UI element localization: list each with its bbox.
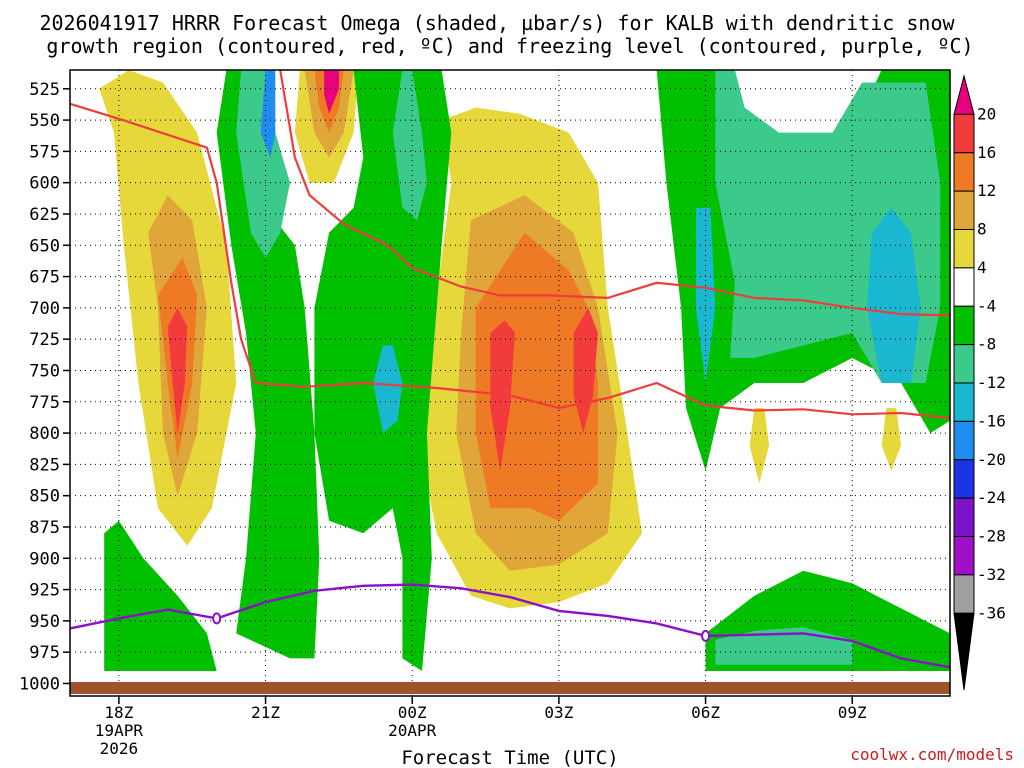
y-tick-label-550: 550: [29, 111, 60, 131]
omega-region-13: [236, 70, 290, 258]
colorbar-label--36: -36: [977, 603, 1006, 622]
x-tick-date-18Z: 19APR: [95, 721, 144, 740]
y-tick-label-775: 775: [29, 393, 60, 413]
y-tick-label-1000: 1000: [19, 674, 60, 694]
omega-region-3: [881, 408, 902, 471]
y-tick-label-875: 875: [29, 518, 60, 538]
colorbar-swatch-2: [953, 152, 975, 192]
colorbar-label-4: 4: [977, 258, 987, 277]
colorbar-swatch-5: [953, 267, 975, 307]
colorbar-label--24: -24: [977, 488, 1006, 507]
x-tick-date-00Z: 20APR: [388, 721, 437, 740]
x-tick-label-03Z: 03Z: [544, 703, 573, 722]
colorbar-label-12: 12: [977, 181, 996, 200]
omega-region-14: [392, 70, 427, 221]
colorbar-swatch-8: [953, 382, 975, 422]
dendritic-contour-lower-boundary: [69, 102, 951, 420]
x-tick-label-06Z: 06Z: [691, 703, 720, 722]
colorbar-label-16: 16: [977, 143, 996, 162]
x-tick-label-21Z: 21Z: [251, 703, 280, 722]
plot-area: [69, 69, 951, 697]
ground-surface: [70, 682, 950, 694]
y-tick-label-525: 525: [29, 80, 60, 100]
omega-region-19: [475, 232, 598, 521]
colorbar-swatch-6: [953, 305, 975, 346]
y-tick-label-900: 900: [29, 549, 60, 569]
y-axis-ticks: 525 550 575 600 625 650 675 700 725 750 775 800 825 8…: [19, 80, 70, 694]
colorbar-swatch-1: [953, 113, 975, 154]
y-tick-label-600: 600: [29, 174, 60, 194]
contour-lines: [69, 69, 951, 669]
colorbar-swatch-12: [953, 536, 975, 576]
chart-title-line1: 2026041917 HRRR Forecast Omega (shaded, …: [39, 11, 955, 35]
freezing-label-marker-2: [701, 629, 711, 642]
omega-region-26: [260, 70, 276, 158]
omega-shading: [99, 70, 950, 671]
colorbar: 20 16 12 8 4 -4 -8 -12 -16 -20 -24 -28 -32 -36: [953, 74, 1006, 691]
colorbar-label--28: -28: [977, 527, 1006, 546]
omega-region-27: [324, 70, 339, 114]
omega-region-23: [167, 307, 188, 434]
credit-text: coolwx.com/models: [850, 745, 1014, 764]
dendritic-contour-upper-boundary: [279, 69, 951, 317]
y-tick-label-575: 575: [29, 142, 60, 162]
chart-title-line2: growth region (contoured, red, ºC) and f…: [46, 34, 973, 58]
x-tick-label-09Z: 09Z: [838, 703, 867, 722]
x-axis-label: Forecast Time (UTC): [401, 747, 618, 768]
y-tick-label-750: 750: [29, 361, 60, 381]
y-tick-label-725: 725: [29, 330, 60, 350]
y-tick-label-925: 925: [29, 581, 60, 601]
colorbar-swatch-4: [953, 229, 975, 269]
colorbar-label--16: -16: [977, 411, 1006, 430]
colorbar-top-arrow: [953, 74, 975, 115]
freezing-label-marker-1: [212, 612, 222, 625]
y-tick-label-700: 700: [29, 299, 60, 319]
x-tick-label-18Z: 18Z: [104, 703, 133, 722]
plot-frame: [69, 69, 951, 697]
colorbar-label--12: -12: [977, 373, 1006, 392]
colorbar-label--4: -4: [977, 296, 996, 315]
colorbar-label--32: -32: [977, 565, 1006, 584]
omega-region-4: [749, 408, 770, 484]
y-tick-label-825: 825: [29, 455, 60, 475]
omega-region-20: [373, 345, 403, 434]
colorbar-label--8: -8: [977, 335, 996, 354]
colorbar-bottom-arrow: [953, 612, 975, 691]
y-tick-label-950: 950: [29, 612, 60, 632]
colorbar-swatch-3: [953, 190, 975, 230]
x-tick-label-00Z: 00Z: [398, 703, 427, 722]
omega-region-5: [216, 70, 320, 659]
y-tick-label-650: 650: [29, 236, 60, 256]
y-tick-label-675: 675: [29, 268, 60, 288]
y-tick-label-975: 975: [29, 643, 60, 663]
x-tick-year-18Z: 2026: [100, 739, 139, 758]
y-tick-label-625: 625: [29, 205, 60, 225]
colorbar-swatch-9: [953, 420, 975, 461]
colorbar-swatch-10: [953, 459, 975, 499]
colorbar-swatch-7: [953, 344, 975, 384]
omega-region-8: [104, 520, 217, 671]
colorbar-label--20: -20: [977, 450, 1006, 469]
y-tick-label-850: 850: [29, 487, 60, 507]
colorbar-label-20: 20: [977, 104, 996, 123]
y-tick-label-800: 800: [29, 424, 60, 444]
colorbar-swatch-11: [953, 497, 975, 537]
colorbar-swatch-13: [953, 574, 975, 614]
colorbar-label-8: 8: [977, 220, 987, 239]
